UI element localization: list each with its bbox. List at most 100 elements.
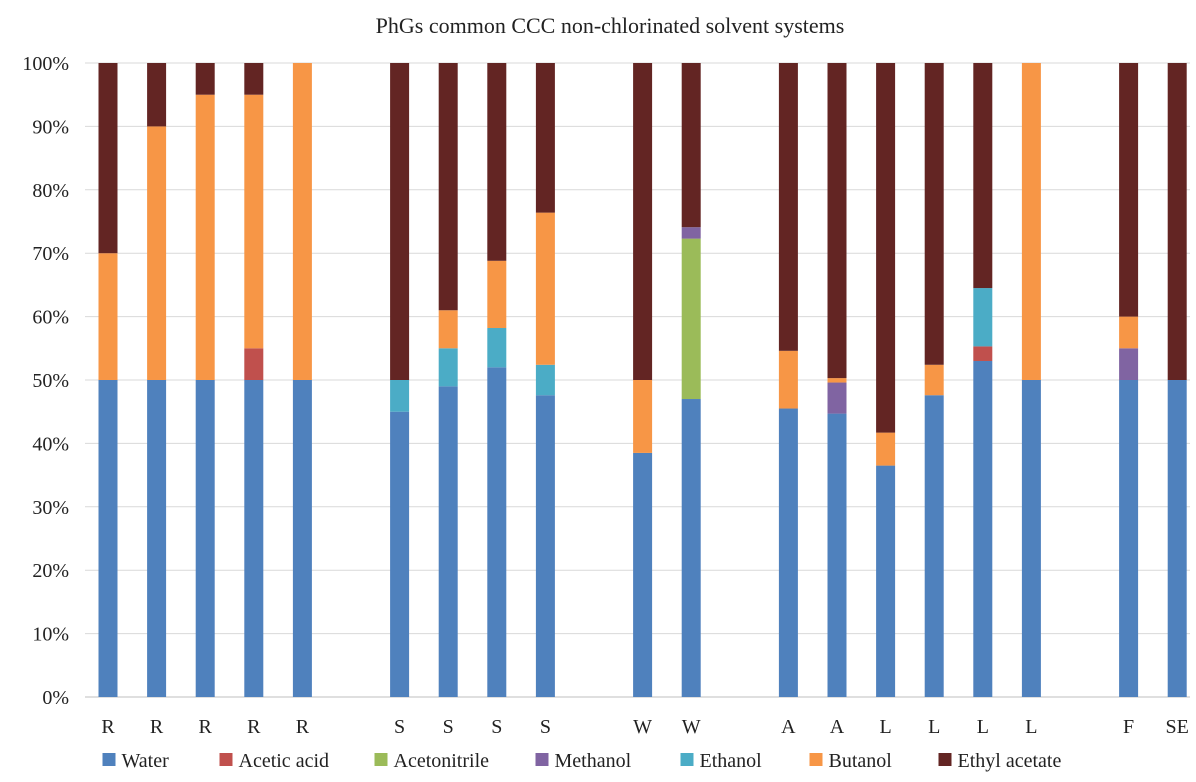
bar-segment <box>438 348 458 387</box>
y-tick-label: 80% <box>32 180 69 202</box>
bar-segment <box>390 411 410 697</box>
y-tick-label: 0% <box>42 687 69 709</box>
bar-segment <box>1021 380 1041 697</box>
bar-segment <box>292 63 312 380</box>
bar-segment <box>681 399 701 697</box>
bar-segment <box>681 238 701 400</box>
bar-segment <box>973 360 993 697</box>
legend-swatch <box>374 753 388 766</box>
bar-segment <box>535 364 555 396</box>
y-tick-label: 30% <box>32 497 69 519</box>
y-tick-label: 10% <box>32 624 69 646</box>
legend-swatch <box>680 753 694 766</box>
legend-label: Acetonitrile <box>394 750 490 772</box>
bar-segment <box>195 63 215 95</box>
bar-segment <box>681 63 701 228</box>
legend-label: Methanol <box>555 750 632 772</box>
bar-segment <box>827 63 847 379</box>
legend-swatch <box>535 753 549 766</box>
x-tick-label: L <box>977 716 989 738</box>
x-tick-label: F <box>1123 716 1134 738</box>
bar-segment <box>1167 63 1187 380</box>
bar-segment <box>924 63 944 365</box>
bar-segment <box>1167 380 1187 697</box>
legend-swatch <box>938 753 952 766</box>
x-tick-label: S <box>443 716 454 738</box>
bar-segment <box>244 94 264 349</box>
bar-segment <box>487 260 507 329</box>
bar-segment <box>1021 63 1041 380</box>
x-tick-label: S <box>540 716 551 738</box>
bar-segment <box>924 395 944 697</box>
bar-segment <box>973 63 993 289</box>
bar-segment <box>827 413 847 697</box>
bar-segment <box>438 63 458 311</box>
legend-label: Ethanol <box>700 750 763 772</box>
legend-label: Water <box>122 750 170 772</box>
bar-segment <box>98 253 118 380</box>
legend-swatch <box>809 753 823 766</box>
bar-segment <box>244 348 264 380</box>
bar-segment <box>147 380 167 697</box>
x-tick-label: W <box>682 716 701 738</box>
bar-segment <box>292 380 312 697</box>
bar-segment <box>633 380 653 453</box>
bar-segment <box>973 288 993 347</box>
x-tick-label: SE <box>1166 716 1189 738</box>
bar-segment <box>195 380 215 697</box>
y-tick-label: 40% <box>32 433 69 455</box>
bar-segment <box>681 227 701 239</box>
legend-label: Acetic acid <box>239 750 330 772</box>
y-tick-label: 90% <box>32 116 69 138</box>
legend-label: Butanol <box>829 750 893 772</box>
x-tick-label: R <box>247 716 261 738</box>
bar-segment <box>487 63 507 261</box>
bar-segment <box>924 364 944 396</box>
bar-segment <box>98 63 118 254</box>
chart-title: PhGs common CCC non-chlorinated solvent … <box>376 13 845 38</box>
legend-label: Ethyl acetate <box>958 750 1062 772</box>
y-tick-label: 70% <box>32 243 69 265</box>
x-axis-ticks: R R R R R S S S S W W A A L L L L F SE <box>101 716 1189 738</box>
x-tick-label: R <box>150 716 164 738</box>
bar-segment <box>438 386 458 697</box>
x-tick-label: A <box>781 716 796 738</box>
bar-segment <box>438 310 458 349</box>
bar-segment <box>778 350 798 409</box>
legend-swatch <box>219 753 233 766</box>
bar-segment <box>535 212 555 365</box>
x-tick-label: L <box>928 716 940 738</box>
bar-segment <box>876 63 896 433</box>
bar-segment <box>390 63 410 380</box>
bar-segment <box>1119 348 1139 380</box>
bar-segment <box>535 395 555 697</box>
x-tick-label: L <box>879 716 891 738</box>
x-tick-label: L <box>1025 716 1037 738</box>
y-tick-label: 20% <box>32 560 69 582</box>
y-tick-label: 100% <box>22 53 69 75</box>
x-tick-label: R <box>296 716 310 738</box>
bar-segment <box>778 408 798 697</box>
bar-segment <box>827 378 847 383</box>
x-tick-label: A <box>830 716 845 738</box>
bar-segment <box>1119 63 1139 317</box>
bar-segment <box>535 63 555 213</box>
bar-segment <box>195 94 215 380</box>
y-axis-ticks: 0% 10% 20% 30% 40% 50% 60% 70% 80% 90% 100% <box>22 53 69 709</box>
x-tick-label: R <box>101 716 115 738</box>
bar-segment <box>147 126 167 381</box>
legend: Water Acetic acid Acetonitrile Methanol Etha… <box>102 750 1062 772</box>
bar-segment <box>244 380 264 697</box>
bar-segment <box>98 380 118 697</box>
bars <box>98 63 1187 697</box>
bar-segment <box>1119 316 1139 349</box>
x-tick-label: W <box>633 716 652 738</box>
bar-segment <box>876 432 896 466</box>
bar-segment <box>876 465 896 697</box>
bar-segment <box>633 452 653 697</box>
x-tick-label: R <box>199 716 213 738</box>
bar-segment <box>633 63 653 380</box>
bar-segment <box>973 346 993 361</box>
y-tick-label: 50% <box>32 370 69 392</box>
